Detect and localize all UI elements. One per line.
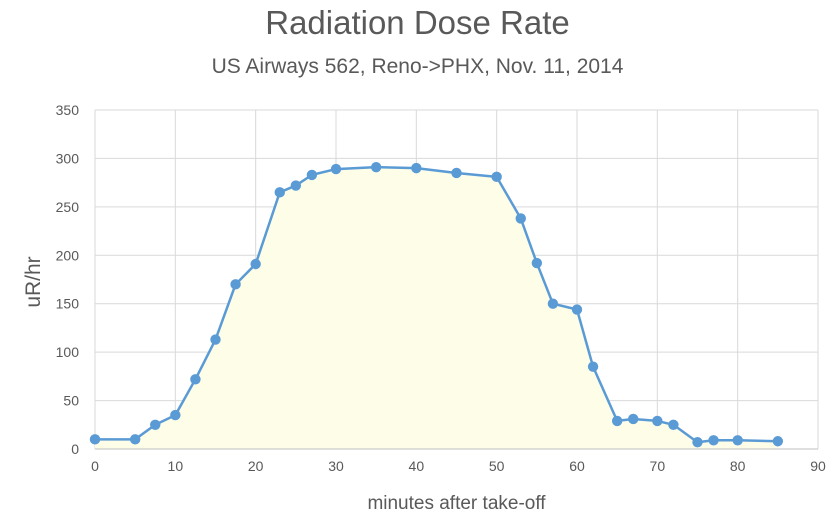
x-tick-label: 90 xyxy=(810,458,826,474)
data-point xyxy=(274,187,285,198)
data-point xyxy=(150,419,161,430)
data-point xyxy=(89,434,101,445)
data-point xyxy=(250,258,261,270)
data-point xyxy=(129,434,141,445)
data-point xyxy=(306,169,318,181)
data-point xyxy=(531,257,543,269)
y-tick-label: 50 xyxy=(63,393,79,409)
x-tick-label: 40 xyxy=(409,458,425,474)
y-tick-label: 0 xyxy=(71,441,79,457)
data-point xyxy=(190,374,201,385)
data-point xyxy=(708,435,719,446)
data-point xyxy=(668,419,679,430)
data-point xyxy=(547,298,559,309)
x-tick-label: 50 xyxy=(489,458,505,474)
data-point xyxy=(170,409,181,421)
chart-title: Radiation Dose Rate xyxy=(265,4,570,41)
data-point xyxy=(587,361,599,372)
chart-subtitle: US Airways 562, Reno->PHX, Nov. 11, 2014 xyxy=(211,55,624,78)
y-tick-label: 350 xyxy=(56,102,80,118)
data-point xyxy=(652,415,663,427)
y-tick-label: 150 xyxy=(56,296,80,312)
data-point xyxy=(571,304,583,315)
y-tick-label: 250 xyxy=(56,199,80,215)
x-tick-label: 0 xyxy=(91,458,99,474)
area-fill xyxy=(95,167,778,449)
x-tick-label: 10 xyxy=(168,458,184,474)
x-tick-label: 20 xyxy=(248,458,264,474)
data-point xyxy=(611,415,623,427)
y-tick-label: 100 xyxy=(56,344,80,360)
data-point xyxy=(411,162,422,174)
x-tick-label: 60 xyxy=(569,458,585,474)
data-point xyxy=(230,279,241,290)
data-point xyxy=(491,171,502,183)
data-point xyxy=(692,437,703,448)
data-point xyxy=(732,435,743,446)
data-point xyxy=(210,334,221,345)
data-point xyxy=(370,161,382,173)
data-point xyxy=(451,167,462,179)
y-tick-label: 200 xyxy=(56,247,80,263)
x-tick-label: 70 xyxy=(650,458,666,474)
data-point xyxy=(330,163,342,175)
y-tick-label: 300 xyxy=(56,150,80,166)
data-point xyxy=(628,413,639,425)
data-point xyxy=(772,436,784,447)
x-tick-label: 30 xyxy=(328,458,344,474)
data-point xyxy=(515,213,526,224)
data-point xyxy=(290,180,302,191)
x-tick-label: 80 xyxy=(730,458,746,474)
x-axis-label: minutes after take-off xyxy=(367,493,546,514)
